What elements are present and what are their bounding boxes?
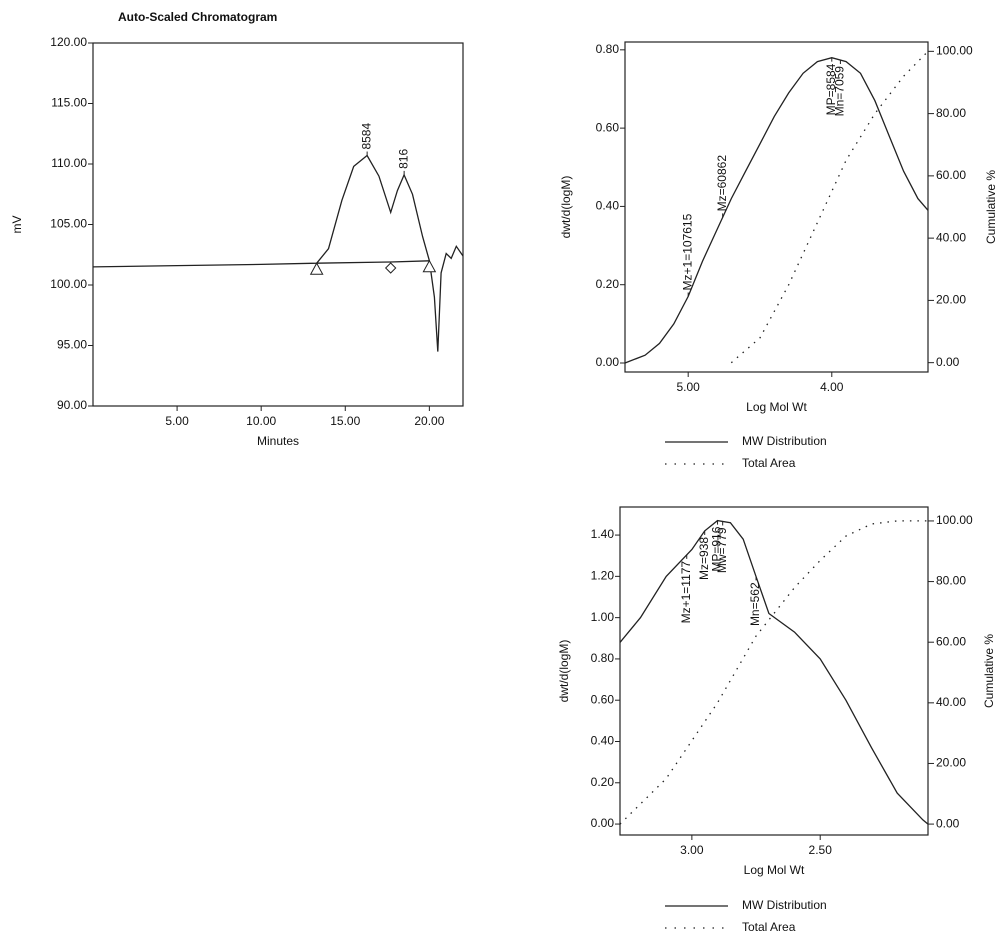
- y-tick-label: 115.00: [51, 96, 87, 110]
- y-tick-label: 120.00: [50, 35, 87, 49]
- legend-label: Total Area: [742, 920, 796, 934]
- y-tick-label: 90.00: [57, 398, 87, 412]
- y-tick-label: 0.20: [596, 277, 620, 291]
- y2-tick-label: 0.00: [936, 355, 960, 369]
- plot-frame: [620, 507, 928, 835]
- peak-marker: [423, 261, 435, 272]
- y2-tick-label: 100.00: [936, 44, 973, 58]
- peak-marker: [311, 263, 323, 274]
- y2-tick-label: 40.00: [936, 695, 966, 709]
- series-line: [620, 521, 928, 824]
- y-tick-label: 0.00: [591, 816, 615, 830]
- x-tick-label: 5.00: [677, 380, 701, 394]
- legend-label: MW Distribution: [742, 434, 827, 448]
- y-tick-label: 0.40: [596, 199, 620, 213]
- series-line: [620, 521, 928, 825]
- plot-frame: [93, 43, 463, 406]
- y-tick-label: 0.80: [591, 651, 615, 665]
- y2-axis-label: Cumulative %: [982, 634, 996, 708]
- y-tick-label: 100.00: [50, 277, 87, 291]
- x-tick-label: 4.00: [820, 380, 844, 394]
- y-tick-label: 0.80: [596, 42, 620, 56]
- annotation-label: Mz=60862: [715, 155, 729, 212]
- y2-tick-label: 0.00: [936, 816, 960, 830]
- y2-tick-label: 80.00: [936, 574, 966, 588]
- y-tick-label: 1.20: [591, 569, 615, 583]
- annotation-label: 816: [396, 149, 410, 169]
- y-tick-label: 1.40: [591, 527, 615, 541]
- y2-tick-label: 100.00: [936, 513, 973, 527]
- y-axis-label: dwt/d(logM): [559, 176, 573, 239]
- y2-tick-label: 60.00: [936, 168, 966, 182]
- x-tick-label: 15.00: [330, 414, 360, 428]
- x-axis-label: Log Mol Wt: [744, 863, 805, 877]
- annotation-label: 8584: [359, 123, 373, 150]
- y2-axis-label: Cumulative %: [984, 170, 998, 244]
- x-axis-label: Log Mol Wt: [746, 400, 807, 414]
- annotation-label: Mn=562: [748, 582, 762, 626]
- y-axis-label: dwt/d(logM): [557, 640, 571, 703]
- y2-tick-label: 20.00: [936, 756, 966, 770]
- x-tick-label: 10.00: [246, 414, 276, 428]
- y-tick-label: 105.00: [50, 217, 87, 231]
- plot-frame: [625, 42, 928, 372]
- x-axis-label: Minutes: [257, 434, 299, 448]
- y2-tick-label: 80.00: [936, 106, 966, 120]
- x-tick-label: 20.00: [414, 414, 444, 428]
- chart-title: Auto-Scaled Chromatogram: [118, 10, 277, 24]
- y-tick-label: 0.00: [596, 355, 620, 369]
- x-tick-label: 5.00: [165, 414, 189, 428]
- series-line: [317, 261, 430, 263]
- y-tick-label: 0.20: [591, 775, 615, 789]
- x-tick-label: 3.00: [680, 843, 704, 857]
- page: Auto-Scaled Chromatogram 5.00 10.00 15.00 20…: [0, 0, 1008, 944]
- y2-tick-label: 40.00: [936, 230, 966, 244]
- y-tick-label: 95.00: [57, 338, 87, 352]
- annotation-label: Mz+1=1177: [679, 561, 693, 624]
- x-tick-label: 2.50: [809, 843, 833, 857]
- y-tick-label: 0.60: [596, 120, 620, 134]
- y-tick-label: 110.00: [51, 156, 87, 170]
- series-line: [625, 58, 928, 363]
- y-tick-label: 1.00: [591, 610, 615, 624]
- series-line: [93, 156, 463, 352]
- legend-label: Total Area: [742, 456, 796, 470]
- annotation-label: Mn=7059: [833, 66, 847, 117]
- y2-tick-label: 60.00: [936, 634, 966, 648]
- y-axis-label: mV: [10, 216, 24, 234]
- y-tick-label: 0.60: [591, 692, 615, 706]
- peak-marker: [386, 263, 396, 273]
- legend-label: MW Distribution: [742, 898, 827, 912]
- y2-tick-label: 20.00: [936, 293, 966, 307]
- annotation-label: Mz+1=107615: [680, 213, 694, 290]
- annotation-label: Mw=779: [715, 527, 729, 573]
- y-tick-label: 0.40: [591, 734, 615, 748]
